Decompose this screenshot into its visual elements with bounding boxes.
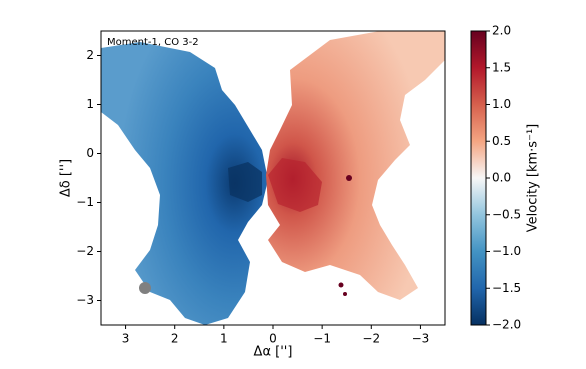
red-emission [266,31,445,300]
x-tick-label: −1 [313,332,331,346]
colorbar-tick-label: −1.5 [492,281,521,295]
y-tick-label: 2 [86,48,94,62]
y-tick-label: −1 [76,195,94,209]
y-tick-label: −2 [76,244,94,258]
y-tick-label: −3 [76,293,94,307]
colorbar-tick-label: 2.0 [492,24,511,38]
colorbar-tick-label: 0.0 [492,171,511,185]
red-deep [268,158,322,212]
x-tick-label: 3 [122,332,130,346]
colorbar-tick-label: −0.5 [492,207,521,221]
clump [338,282,344,288]
y-tick-label: 0 [86,146,94,160]
x-tick-label: 0 [269,332,277,346]
clump [346,175,352,181]
colorbar-tick-label: −2.0 [492,318,521,332]
y-axis-label: Δδ [''] [59,159,74,197]
velocity-map [101,31,445,325]
x-axis-label: Δα [''] [254,345,293,360]
y-tick-label: 1 [86,97,94,111]
colorbar-tick-label: 1.0 [492,97,511,111]
colorbar [470,30,487,326]
beam [139,282,151,294]
clump [343,292,347,296]
x-tick-label: −3 [412,332,430,346]
x-tick-label: −2 [362,332,380,346]
colorbar-tick-label: 1.5 [492,60,511,74]
x-tick-label: 1 [220,332,228,346]
colorbar-tick-label: 0.5 [492,134,511,148]
x-tick-label: 2 [171,332,179,346]
annotation: Moment-1, CO 3-2 [107,37,199,48]
blue-deep [228,162,262,202]
colorbar-label: Velocity [km·s⁻¹] [526,124,541,232]
blue-emission [101,42,268,325]
colorbar-tick-label: −1.0 [492,244,521,258]
